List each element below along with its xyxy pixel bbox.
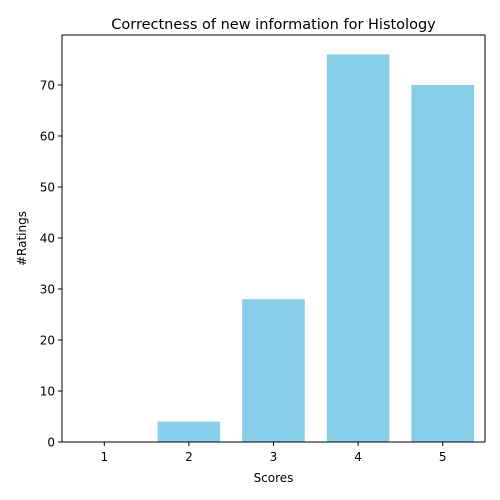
x-tick-label: 5 [439,450,447,464]
y-tick-label: 0 [47,436,55,450]
y-tick-label: 20 [40,333,55,347]
bar-score-3 [242,299,305,442]
x-tick-label: 1 [100,450,108,464]
y-tick-label: 30 [40,282,55,296]
plot-frame [61,34,486,443]
y-axis-label: #Ratings [15,211,29,266]
x-axis-label: Scores [254,471,294,485]
bars-layer [157,54,475,442]
bar-score-4 [326,54,390,442]
y-tick-label: 40 [40,231,55,245]
x-tick-label: 2 [185,450,193,464]
y-tick-label: 50 [40,180,55,194]
bar-score-2 [157,421,221,442]
chart-title: Correctness of new information for Histo… [111,17,436,33]
y-tick-label: 70 [40,78,55,92]
y-tick-label: 10 [40,384,55,398]
bar-score-5 [411,84,475,442]
x-tick-label: 4 [354,450,362,464]
x-tick-label: 3 [270,450,278,464]
y-tick-label: 60 [40,129,55,143]
